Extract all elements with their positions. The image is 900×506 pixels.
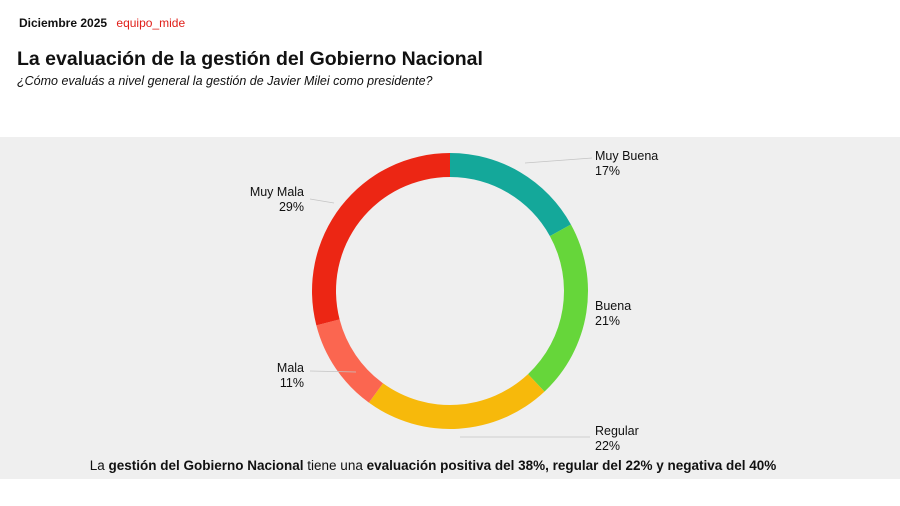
slice-regular xyxy=(368,374,545,429)
summary-part-2: tiene una xyxy=(303,458,367,473)
slice-muy-mala xyxy=(312,153,450,326)
slice-label-regular: Regular xyxy=(595,424,639,438)
header-bar: Diciembre 2025 equipo_mide xyxy=(19,16,185,30)
slice-value-muy-buena: 17% xyxy=(595,164,620,178)
source-label: equipo_mide xyxy=(116,16,186,30)
slice-value-mala: 11% xyxy=(280,376,304,390)
summary-bold-2: evaluación positiva del 38%, regular del… xyxy=(366,458,777,473)
leader-line-muy-buena xyxy=(524,157,593,164)
slice-label-mala: Mala xyxy=(277,361,304,375)
slice-label-muy-mala: Muy Mala xyxy=(250,185,304,199)
summary-part-1: La xyxy=(89,458,109,473)
slice-value-buena: 21% xyxy=(595,314,620,328)
summary-text: La gestión del Gobierno Nacional tiene u… xyxy=(0,458,866,473)
chart-subtitle: ¿Cómo evaluás a nivel general la gestión… xyxy=(17,74,433,88)
slice-value-regular: 22% xyxy=(595,439,620,453)
leader-line-muy-mala xyxy=(309,198,335,204)
chart-title: La evaluación de la gestión del Gobierno… xyxy=(17,48,483,70)
slice-label-buena: Buena xyxy=(595,299,631,313)
slice-mala xyxy=(316,319,383,403)
slice-muy-buena xyxy=(450,153,571,237)
date-label: Diciembre 2025 xyxy=(19,16,108,30)
slice-buena xyxy=(528,224,589,392)
chart-panel: Muy Buena 17% Buena 21% Regular 22% Mala 11% Muy… xyxy=(0,137,900,479)
slice-label-muy-buena: Muy Buena xyxy=(595,149,658,163)
leader-line-mala xyxy=(309,370,357,373)
summary-bold-1: gestión del Gobierno Nacional xyxy=(108,458,304,473)
slice-value-muy-mala: 29% xyxy=(279,200,304,214)
